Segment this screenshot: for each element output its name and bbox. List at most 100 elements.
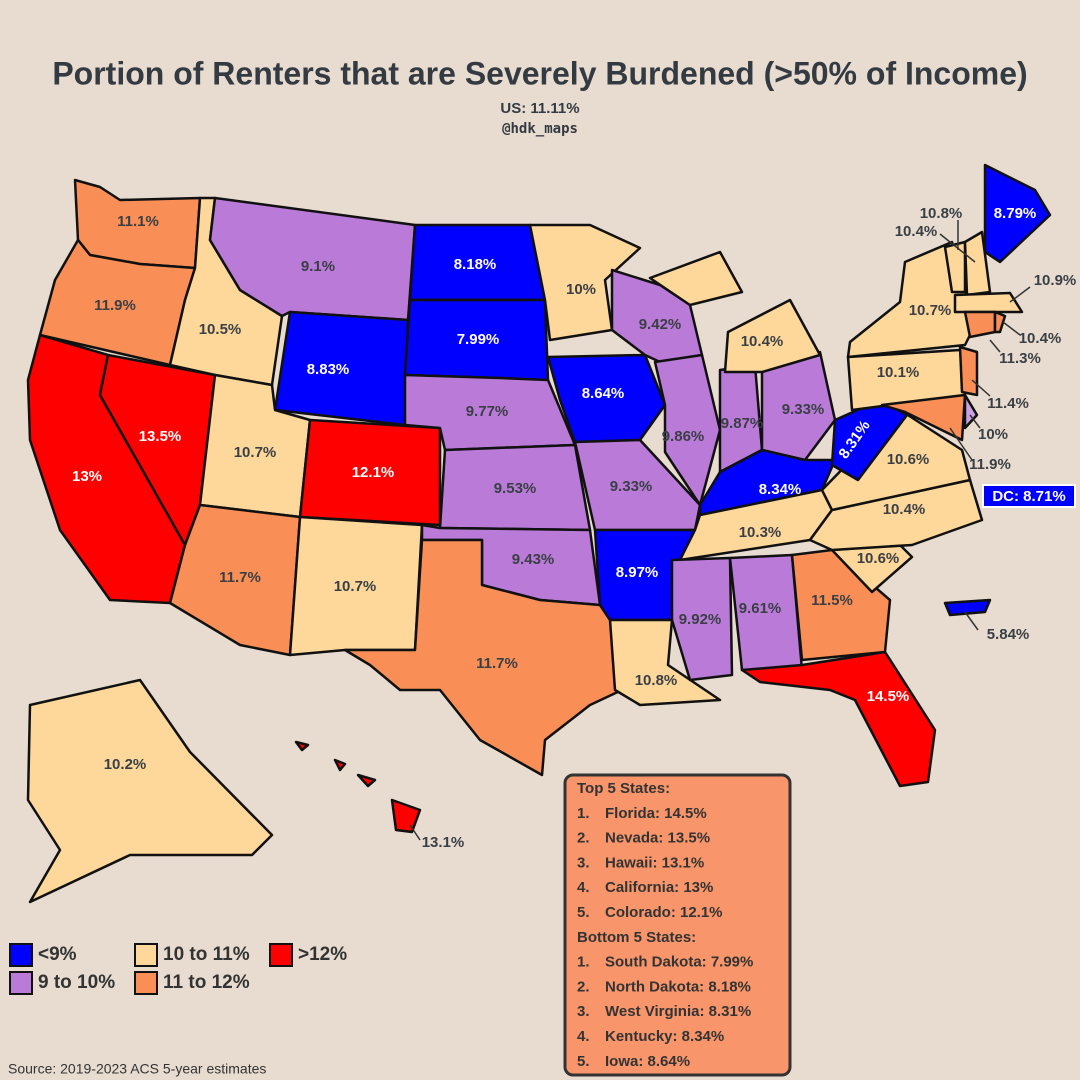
state-label: 8.34% [759, 481, 802, 498]
leader-line [939, 233, 976, 263]
rank-item: Kentucky: 8.34% [605, 1028, 724, 1045]
leader-line [409, 824, 421, 841]
rank-number: 5. [577, 904, 590, 921]
state [356, 773, 377, 788]
state-label: 11.1% [117, 213, 159, 230]
leader-line [949, 427, 973, 461]
leader-line [964, 611, 979, 631]
state-label: 11.4% [987, 395, 1029, 412]
leader-line [1009, 286, 1031, 303]
state-label: 14.5% [867, 688, 910, 705]
rankings: Top 5 States: 1. Florida: 14.5% 2. Nevada: 1… [577, 780, 753, 1070]
rank-number: 5. [577, 1053, 590, 1070]
state [648, 250, 744, 307]
leader-line [1002, 321, 1021, 336]
state-label: 9.1% [301, 258, 335, 275]
leader-line [969, 414, 981, 429]
rank-number: 3. [577, 854, 590, 871]
state-label: 10.5% [199, 321, 242, 338]
rank-item: Colorado: 12.1% [605, 904, 723, 921]
state-label: 10.3% [739, 524, 782, 541]
rank-item: California: 13% [605, 879, 713, 896]
state-label: 11.7% [476, 655, 518, 672]
state-label: 13.1% [422, 834, 465, 851]
state-label: 10.9% [1034, 272, 1077, 289]
state-label: 11.5% [811, 592, 853, 609]
state [723, 298, 822, 374]
state-label: 9.87% [721, 415, 764, 432]
state-label: 5.84% [987, 626, 1030, 643]
state-label: 8.64% [582, 385, 625, 402]
state [993, 310, 1007, 334]
state-label: 9.33% [610, 478, 653, 495]
rank-heading: Top 5 States: [577, 780, 670, 797]
rank-number: 4. [577, 1028, 590, 1045]
state [528, 223, 642, 342]
state [943, 598, 992, 617]
rank-item: Iowa: 8.64% [605, 1053, 690, 1070]
legend-label: 9 to 10% [38, 972, 115, 993]
legend-swatch [134, 943, 158, 967]
rank-number: 3. [577, 1003, 590, 1020]
state-label: 12.1% [352, 464, 395, 481]
state [953, 291, 1024, 314]
state-label: 10.4% [1019, 330, 1062, 347]
state-label: 10.8% [920, 205, 963, 222]
state-label: 10.2% [104, 756, 147, 773]
states-layer [26, 163, 1052, 904]
state-label: 8.83% [307, 361, 350, 378]
legend-label: 10 to 11% [163, 944, 250, 965]
state-label: 11.7% [219, 569, 261, 586]
state-label: 10.4% [741, 333, 784, 350]
state-label: 8.79% [994, 205, 1037, 222]
state [26, 678, 274, 904]
legend-swatch [9, 971, 33, 995]
state-label: 10.7% [234, 444, 277, 461]
state-label: 10.6% [887, 451, 930, 468]
state-label: 10.7% [334, 578, 377, 595]
state-label: 11.9% [969, 456, 1011, 473]
state-label: 10.4% [895, 223, 938, 240]
state-label: 13% [72, 468, 102, 485]
state-label: 13.5% [139, 428, 182, 445]
state [983, 163, 1052, 264]
leader-line [989, 339, 1001, 353]
state [390, 798, 422, 834]
dc-box [982, 484, 1076, 508]
dc-label: DC: 8.71% [992, 488, 1065, 505]
legend: <9% 10 to 11% >12% 9 to 10% 11 to 12% [9, 943, 347, 995]
source: Source: 2019-2023 ACS 5-year estimates [8, 1061, 266, 1077]
rank-number: 1. [577, 954, 590, 971]
rank-item: South Dakota: 7.99% [605, 954, 753, 971]
legend-label: >12% [298, 944, 347, 965]
state-label: 7.99% [457, 331, 500, 348]
state-label: 9.43% [512, 551, 555, 568]
legend-swatch [9, 943, 33, 967]
state-label: 9.53% [494, 480, 537, 497]
rank-item: North Dakota: 8.18% [605, 978, 751, 995]
state [670, 556, 734, 682]
legend-label: <9% [38, 944, 77, 965]
handle: @hdk_maps [502, 121, 578, 137]
state [880, 393, 967, 442]
state-label: 10% [978, 426, 1008, 443]
rank-item: Hawaii: 13.1% [605, 854, 704, 871]
state [958, 345, 979, 397]
state-label: 9.42% [639, 316, 682, 333]
state [790, 548, 892, 662]
state-label: 9.33% [782, 401, 825, 418]
state-label: 8.97% [616, 564, 659, 581]
rank-number: 1. [577, 805, 590, 822]
state [343, 538, 624, 777]
rank-number: 4. [577, 879, 590, 896]
title: Portion of Renters that are Severely Bur… [52, 55, 1027, 91]
state-label: 10.7% [909, 302, 952, 319]
state-label: 8.18% [454, 256, 497, 273]
state-label: 10.1% [877, 364, 920, 381]
state [740, 650, 937, 788]
legend-label: 11 to 12% [163, 972, 250, 993]
state-label: 10% [566, 281, 596, 298]
legend-swatch [269, 943, 293, 967]
state-label: 9.92% [679, 611, 722, 628]
subtitle: US: 11.11% [500, 100, 579, 117]
